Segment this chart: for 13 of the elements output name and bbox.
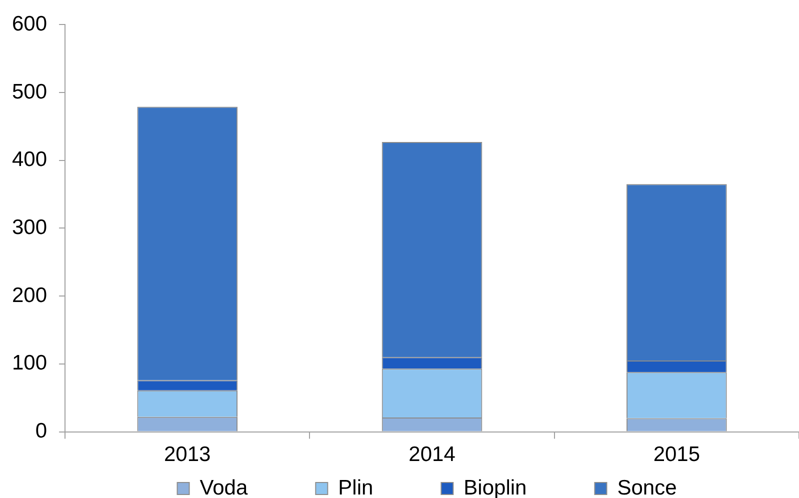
y-tick-label: 500	[12, 80, 48, 104]
y-tick-label: 200	[12, 284, 48, 307]
y-tick-label: 400	[12, 148, 48, 172]
legend-label: Sonce	[617, 476, 677, 498]
y-tick-label: 100	[12, 352, 48, 375]
y-tick-label: 300	[12, 216, 48, 239]
x-tick-label: 2013	[164, 443, 211, 466]
x-tick-label: 2015	[653, 443, 700, 466]
legend-label: Plin	[338, 476, 374, 498]
legend-label: Voda	[200, 476, 248, 498]
y-tick-label: 600	[12, 12, 48, 36]
x-tick-label: 2014	[408, 443, 456, 466]
y-tick-label: 0	[35, 420, 48, 443]
